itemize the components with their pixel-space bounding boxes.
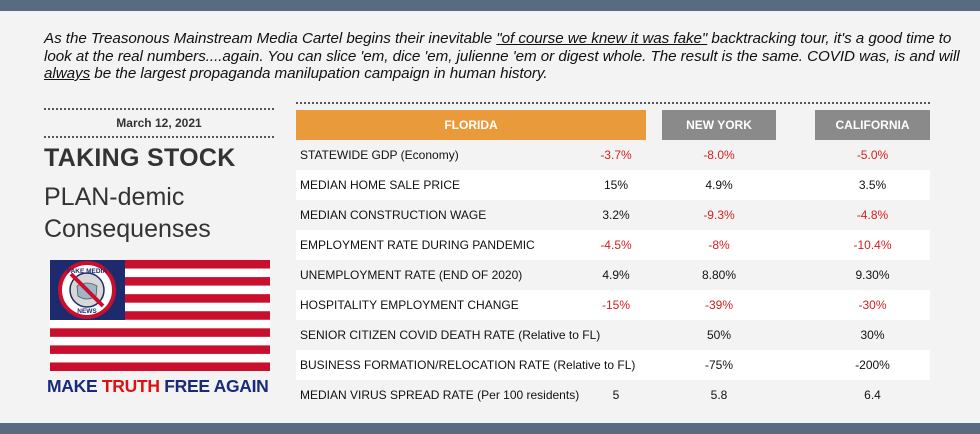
intro-text-1: As the Treasonous Mainstream Media Carte…	[44, 30, 497, 47]
cell-new-york: -8%	[708, 238, 730, 252]
table-row: UNEMPLOYMENT RATE (END OF 2020) 4.9% 8.80%…	[296, 260, 930, 290]
intro-text-3: be the largest propaganda manilupation c…	[90, 65, 548, 82]
title-taking-stock: TAKING STOCK	[44, 144, 236, 172]
flag-stripe	[50, 277, 270, 286]
title-consequenses: Consequenses	[44, 215, 211, 243]
cell-california: -200%	[855, 358, 890, 372]
dotted-divider-left-top	[44, 108, 274, 110]
table-row: HOSPITALITY EMPLOYMENT CHANGE -15% -39% -30…	[296, 290, 930, 320]
row-label: MEDIAN VIRUS SPREAD RATE (Per 100 reside…	[300, 388, 580, 402]
intro-quote: "of course we knew it was fake"	[496, 30, 708, 47]
flag-stripe	[50, 311, 270, 321]
cell-california: 30%	[860, 328, 885, 342]
row-label: EMPLOYMENT RATE DURING PANDEMIC	[300, 238, 535, 252]
cell-new-york: -8.0%	[703, 148, 735, 162]
cell-florida: 15%	[603, 178, 629, 192]
cell-california: 6.4	[864, 388, 881, 402]
cell-california: -10.4%	[853, 238, 892, 252]
cell-california: 3.5%	[858, 178, 887, 192]
flag-stripe	[50, 345, 270, 355]
table-row: EMPLOYMENT RATE DURING PANDEMIC -4.5% -8% -…	[296, 230, 930, 260]
header-florida: FLORIDA	[296, 110, 646, 140]
dotted-divider-left-date	[44, 136, 274, 138]
table-row: SENIOR CITIZEN COVID DEATH RATE (Relativ…	[296, 320, 930, 350]
cell-florida: -4.5%	[600, 238, 632, 252]
cell-new-york: 8.80%	[701, 268, 737, 282]
slogan-truth: TRUTH	[101, 376, 160, 396]
date-label: March 12, 2021	[116, 116, 202, 130]
flag-stripes	[50, 260, 270, 371]
table-row: BUSINESS FORMATION/RELOCATION RATE (Rela…	[296, 350, 930, 380]
badge-bottom-text: NEWS	[77, 308, 97, 315]
badge-top-text: FAKE MEDIA	[67, 268, 107, 275]
header-new-york: NEW YORK	[662, 110, 776, 140]
header-california: CALIFORNIA	[815, 110, 930, 140]
title-plandemic: PLAN-demic	[44, 183, 185, 211]
cell-florida	[586, 320, 646, 350]
cell-new-york: 4.9%	[705, 178, 733, 192]
flag-stripe	[50, 268, 270, 278]
row-label: UNEMPLOYMENT RATE (END OF 2020)	[300, 268, 523, 282]
intro-always: always	[44, 65, 91, 82]
table-row: MEDIAN VIRUS SPREAD RATE (Per 100 reside…	[296, 380, 930, 410]
cell-california: -5.0%	[856, 148, 889, 162]
bottom-frame-bar	[0, 423, 980, 434]
row-label: SENIOR CITIZEN COVID DEATH RATE (Relativ…	[300, 328, 601, 342]
cell-new-york: -39%	[704, 298, 733, 312]
cell-california: -30%	[858, 298, 887, 312]
fake-media-news-badge-icon: FAKE MEDIA NEWS	[58, 261, 116, 319]
slogan: MAKE TRUTH FREE AGAIN	[47, 376, 277, 397]
cell-florida: -15%	[601, 298, 630, 312]
cell-new-york: -9.3%	[703, 208, 735, 222]
cell-florida: 4.9%	[602, 268, 630, 282]
slogan-make: MAKE	[47, 376, 98, 396]
cell-new-york: 50%	[706, 328, 732, 342]
cell-florida: 3.2%	[602, 208, 630, 222]
row-label: BUSINESS FORMATION/RELOCATION RATE (Rela…	[300, 358, 636, 372]
table-row: MEDIAN HOME SALE PRICE 15% 4.9% 3.5%	[296, 170, 930, 200]
flag-stripe	[50, 285, 270, 295]
cell-florida	[586, 350, 646, 380]
row-label: STATEWIDE GDP (Economy)	[300, 148, 459, 162]
cell-california: 9.30%	[855, 268, 890, 282]
row-label: HOSPITALITY EMPLOYMENT CHANGE	[300, 298, 519, 312]
top-frame-bar	[0, 0, 980, 11]
slogan-rest: FREE AGAIN	[164, 376, 269, 396]
cell-new-york: -75%	[704, 358, 733, 372]
flag-stripe	[50, 294, 270, 303]
intro-text-2: backtracking tour, it's a good time to l…	[44, 30, 960, 65]
us-flag-graphic: FAKE MEDIA NEWS	[50, 260, 270, 371]
cell-new-york: 5.8	[710, 388, 728, 402]
cell-california: -4.8%	[856, 208, 889, 222]
flag-stripe	[50, 319, 270, 329]
cell-florida: 5	[612, 388, 620, 402]
flag-stripe	[50, 260, 270, 269]
flag-stripe	[50, 353, 270, 363]
table-row: STATEWIDE GDP (Economy) -3.7% -8.0% -5.0%	[296, 140, 930, 170]
table-row: MEDIAN CONSTRUCTION WAGE 3.2% -9.3% -4.8%	[296, 200, 930, 230]
dotted-divider-table-top	[296, 102, 930, 104]
flag-stripe	[50, 302, 270, 312]
flag-stripe	[50, 336, 270, 346]
intro-paragraph: As the Treasonous Mainstream Media Carte…	[44, 30, 964, 83]
cell-florida: -3.7%	[600, 148, 632, 162]
flag-stripe	[50, 328, 270, 338]
row-label: MEDIAN HOME SALE PRICE	[300, 178, 461, 192]
flag-stripe	[50, 362, 270, 371]
row-label: MEDIAN CONSTRUCTION WAGE	[300, 208, 487, 222]
